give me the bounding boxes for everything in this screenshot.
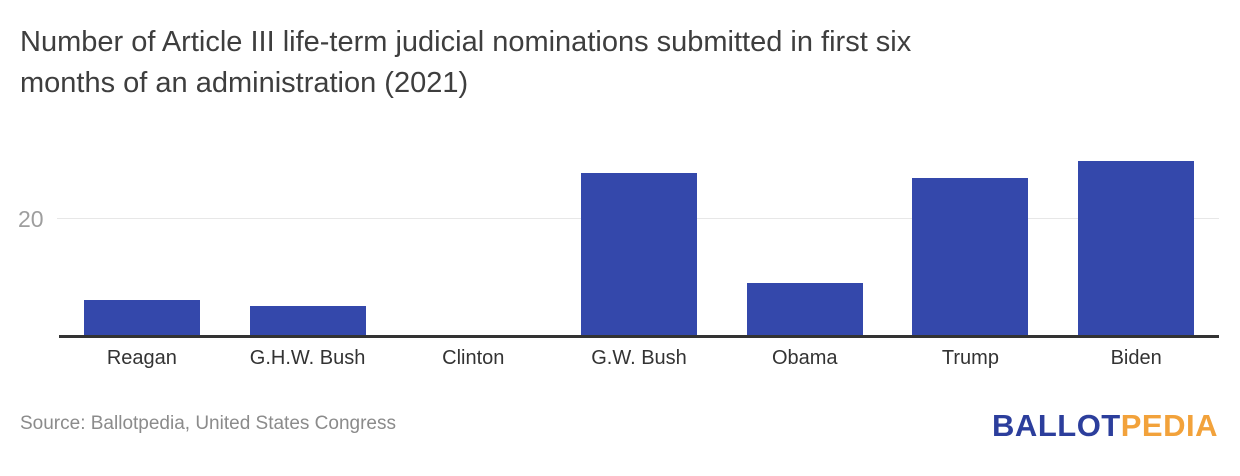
bar-column-g-w-bush — [556, 150, 722, 335]
ballotpedia-logo[interactable]: BALLOTPEDIA — [992, 408, 1218, 444]
x-axis-label-g-w-bush: G.W. Bush — [591, 347, 687, 369]
bar-column-clinton — [390, 150, 556, 335]
x-axis-label-obama: Obama — [771, 347, 838, 369]
bar-g-h-w-bush[interactable] — [249, 306, 366, 335]
x-axis-label-biden: Biden — [1110, 347, 1162, 369]
x-axis-label-clinton: Clinton — [442, 347, 505, 369]
bars-area — [59, 150, 1219, 335]
chart-title: Number of Article III life-term judicial… — [20, 22, 1200, 104]
chart-title-line1: Number of Article III life-term judicial… — [20, 26, 912, 58]
x-axis-label-reagan: Reagan — [106, 347, 177, 369]
bar-column-reagan — [59, 150, 225, 335]
bar-biden[interactable] — [1078, 161, 1195, 335]
bar-obama[interactable] — [746, 282, 863, 335]
logo-text-pedia: PEDIA — [1120, 408, 1218, 443]
bar-column-g-h-w-bush — [225, 150, 391, 335]
bar-trump[interactable] — [912, 178, 1029, 335]
bar-column-obama — [722, 150, 888, 335]
chart-title-line2: months of an administration (2021) — [20, 67, 469, 99]
x-axis-line — [59, 335, 1219, 338]
bar-reagan[interactable] — [83, 300, 200, 335]
y-axis-tick-label: 20 — [18, 206, 44, 232]
x-axis-label-trump: Trump — [941, 347, 999, 369]
bar-g-w-bush[interactable] — [581, 172, 698, 335]
x-axis-labels: Reagan G.H.W. Bush Clinton G.W. Bush Obama Tr… — [59, 347, 1219, 370]
bar-column-biden — [1053, 150, 1219, 335]
logo-text-ballot: BALLOT — [992, 408, 1121, 443]
x-axis-label-g-h-w-bush: G.H.W. Bush — [249, 347, 366, 369]
source-text: Source: Ballotpedia, United States Congr… — [20, 413, 396, 434]
bar-column-trump — [888, 150, 1054, 335]
